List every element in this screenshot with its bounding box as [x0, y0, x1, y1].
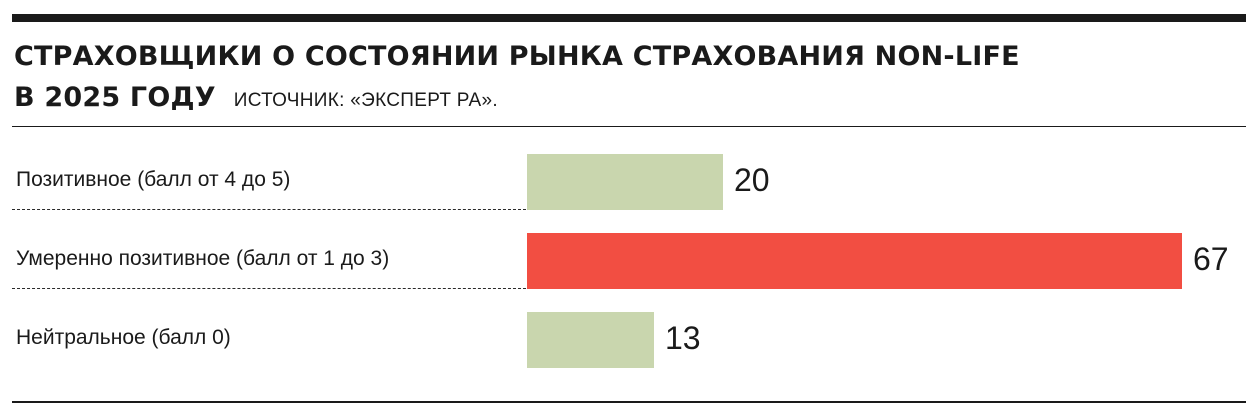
- chart-title-line2: В 2025 ГОДУ: [14, 82, 216, 113]
- row-divider: [12, 288, 526, 289]
- bar: [527, 153, 723, 210]
- value-label: 20: [734, 161, 770, 198]
- category-label: Умеренно позитивное (балл от 1 до 3): [16, 246, 390, 270]
- source-note: ИСТОЧНИК: «ЭКСПЕРТ РА».: [233, 90, 498, 111]
- bar: [527, 232, 1182, 289]
- bottom-rule: [12, 401, 1246, 403]
- value-label: 13: [665, 319, 701, 356]
- row-divider: [12, 209, 526, 210]
- category-label: Позитивное (балл от 4 до 5): [16, 167, 291, 191]
- header-rule: [12, 126, 1246, 127]
- value-label: 67: [1193, 240, 1229, 277]
- chart-title-second-line: В 2025 ГОДУ ИСТОЧНИК: «ЭКСПЕРТ РА».: [14, 82, 498, 113]
- bar: [527, 311, 654, 368]
- top-rule: [12, 14, 1246, 22]
- category-label: Нейтральное (балл 0): [16, 325, 231, 349]
- chart-title: СТРАХОВЩИКИ О СОСТОЯНИИ РЫНКА СТРАХОВАНИ…: [14, 41, 1020, 72]
- chart-title-line1: СТРАХОВЩИКИ О СОСТОЯНИИ РЫНКА СТРАХОВАНИ…: [14, 41, 1020, 72]
